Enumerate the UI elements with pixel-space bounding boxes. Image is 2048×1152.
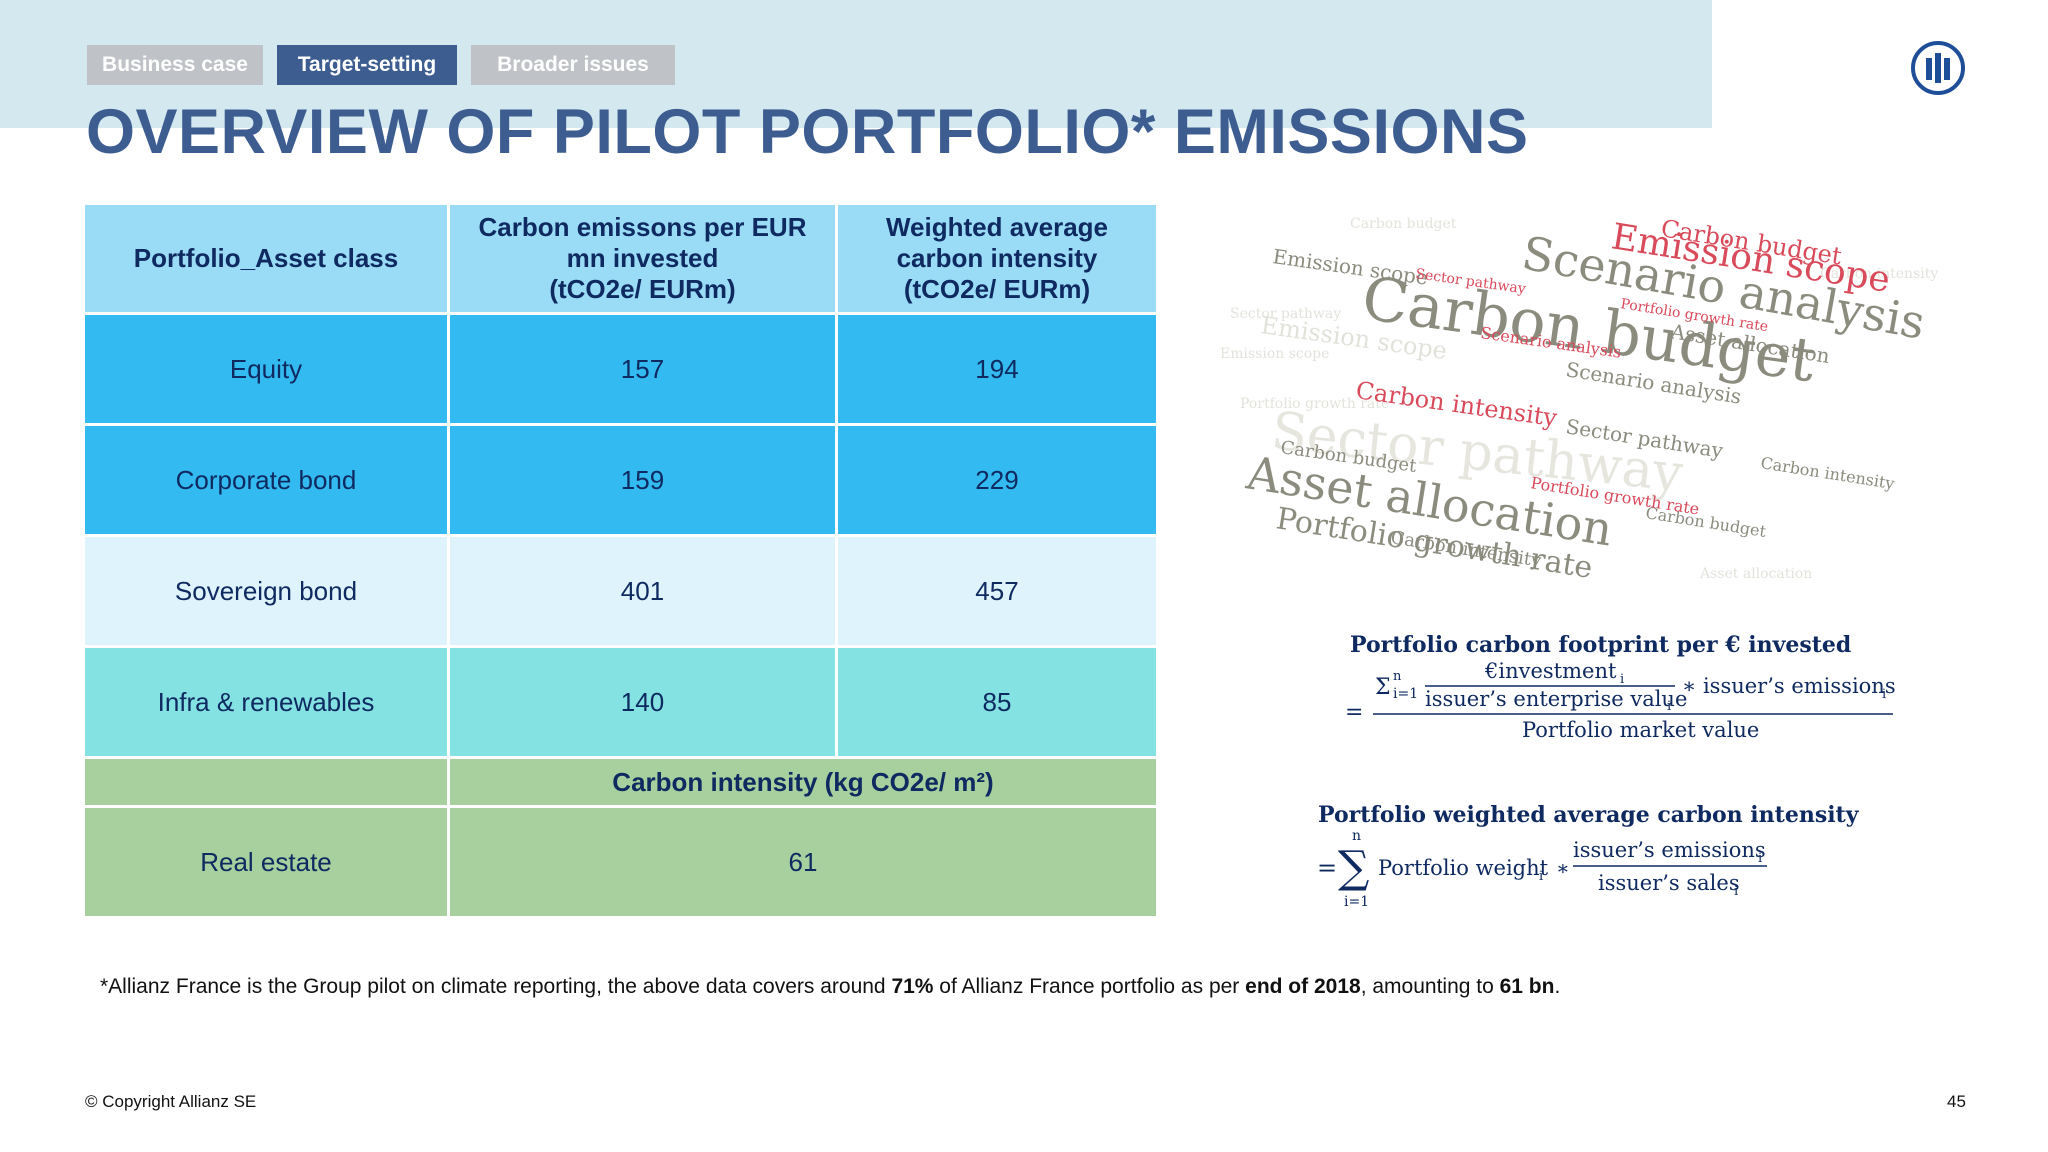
cell-emissions: 159 bbox=[447, 423, 838, 537]
numerator-investment: €investment bbox=[1484, 659, 1617, 683]
equals-sign: = bbox=[1317, 854, 1337, 882]
subscript: i bbox=[1667, 699, 1671, 714]
cell-intensity: 229 bbox=[835, 423, 1159, 537]
cell-real-estate-value: 61 bbox=[447, 805, 1159, 919]
sum-symbol: Σ bbox=[1375, 675, 1391, 700]
footnote-text: . bbox=[1554, 975, 1561, 998]
cell-emissions: 401 bbox=[447, 534, 838, 648]
table-subheader-row: Carbon intensity (kg CO2e/ m²) bbox=[82, 756, 1159, 808]
tab-business-case[interactable]: Business case bbox=[87, 45, 263, 85]
subscript: i bbox=[1882, 687, 1886, 702]
cloud-word: Emission scope bbox=[1220, 346, 1329, 362]
cell-intensity: 457 bbox=[835, 534, 1159, 648]
header-weighted-intensity: Weighted average carbon intensity (tCO2e… bbox=[835, 202, 1159, 315]
page-number: 45 bbox=[1947, 1092, 1966, 1111]
footnote-amount: 61 bn bbox=[1499, 975, 1555, 998]
emissions-table: Portfolio_Asset class Carbon emissons pe… bbox=[82, 202, 1159, 919]
cell-asset-class: Infra & renewables bbox=[82, 645, 450, 759]
table-row: Sovereign bond 401 457 bbox=[82, 534, 1159, 648]
footnote-text: of Allianz France portfolio as per bbox=[933, 975, 1246, 998]
equals-sign: = bbox=[1345, 700, 1363, 725]
cell-intensity: 85 bbox=[835, 645, 1159, 759]
section-tabs: Business case Target-setting Broader iss… bbox=[87, 45, 675, 85]
header-line: mn invested bbox=[566, 243, 719, 273]
sum-upper: n bbox=[1393, 669, 1402, 684]
cell-emissions: 140 bbox=[447, 645, 838, 759]
cell-asset-class: Sovereign bond bbox=[82, 534, 450, 648]
allianz-logo-icon bbox=[1911, 41, 1965, 95]
cloud-word: Sector pathway bbox=[1230, 306, 1341, 322]
copyright: © Copyright Allianz SE bbox=[85, 1092, 257, 1111]
footnote-percent: 71% bbox=[891, 975, 934, 998]
cell-asset-class: Equity bbox=[82, 312, 450, 426]
subscript: i bbox=[1758, 851, 1762, 866]
portfolio-weight: Portfolio weight bbox=[1378, 856, 1549, 880]
formula-footprint-title: Portfolio carbon footprint per € investe… bbox=[1350, 632, 1852, 658]
header-asset-class: Portfolio_Asset class bbox=[82, 202, 450, 315]
header-line: Weighted average bbox=[885, 212, 1109, 242]
header-line: (tCO2e/ EURm) bbox=[903, 274, 1091, 304]
header-line: (tCO2e/ EURm) bbox=[549, 274, 736, 304]
enterprise-value: issuer’s enterprise value bbox=[1425, 687, 1687, 711]
sum-symbol: ∑ bbox=[1338, 842, 1369, 893]
formula-intensity: = n ∑ i=1 Portfolio weight i ∗ issuer’s … bbox=[1317, 828, 1767, 910]
footnote-text: , amounting to bbox=[1360, 975, 1500, 998]
cloud-word: Emission scope bbox=[1271, 244, 1429, 290]
cloud-word: Asset allocation bbox=[1699, 566, 1812, 582]
table-row: Real estate 61 bbox=[82, 805, 1159, 919]
table-header-row: Portfolio_Asset class Carbon emissons pe… bbox=[82, 202, 1159, 315]
page-title: OVERVIEW OF PILOT PORTFOLIO* EMISSIONS bbox=[86, 97, 1529, 167]
subheader-carbon-intensity: Carbon intensity (kg CO2e/ m²) bbox=[447, 756, 1159, 808]
cell-intensity: 194 bbox=[835, 312, 1159, 426]
footnote: *Allianz France is the Group pilot on cl… bbox=[100, 975, 1560, 999]
table-row: Equity 157 194 bbox=[82, 312, 1159, 426]
table-row: Infra & renewables 140 85 bbox=[82, 645, 1159, 759]
formula-footprint: = Σ n i=1 €investment i issuer’s enterpr… bbox=[1345, 659, 1896, 742]
header-line: Carbon emissons per EUR bbox=[478, 212, 807, 242]
footnote-date: end of 2018 bbox=[1245, 975, 1361, 998]
tab-broader-issues[interactable]: Broader issues bbox=[471, 45, 675, 85]
table-row: Corporate bond 159 229 bbox=[82, 423, 1159, 537]
sum-lower: i=1 bbox=[1344, 894, 1369, 910]
cloud-word: Carbon intensity bbox=[1759, 453, 1895, 493]
cell-asset-class: Corporate bond bbox=[82, 423, 450, 537]
sum-lower: i=1 bbox=[1393, 686, 1418, 702]
issuer-sales: issuer’s sales bbox=[1598, 871, 1740, 895]
cloud-word: Portfolio growth rate bbox=[1240, 396, 1389, 412]
header-carbon-emissions: Carbon emissons per EUR mn invested (tCO… bbox=[447, 202, 838, 315]
formula-intensity-title: Portfolio weighted average carbon intens… bbox=[1318, 802, 1859, 828]
subscript: i bbox=[1734, 884, 1738, 899]
cloud-word: Carbon budget bbox=[1350, 216, 1457, 232]
subscript: i bbox=[1620, 672, 1624, 687]
sum-upper: n bbox=[1352, 828, 1361, 844]
word-cloud: Sector pathway Emission scope Carbon bud… bbox=[1200, 198, 2000, 616]
header-line: carbon intensity bbox=[896, 243, 1098, 273]
cell-emissions: 157 bbox=[447, 312, 838, 426]
tab-target-setting[interactable]: Target-setting bbox=[277, 45, 457, 85]
issuer-emissions: issuer’s emissions bbox=[1573, 838, 1766, 862]
issuer-emissions: ∗ issuer’s emissions bbox=[1682, 674, 1896, 698]
cell-empty bbox=[82, 756, 450, 808]
subscript: i bbox=[1539, 869, 1543, 884]
cell-asset-class: Real estate bbox=[82, 805, 450, 919]
footnote-text: *Allianz France is the Group pilot on cl… bbox=[100, 975, 892, 998]
portfolio-market-value: Portfolio market value bbox=[1522, 718, 1759, 742]
cloud-word: Carbon intensity bbox=[1820, 266, 1938, 282]
times-sign: ∗ bbox=[1556, 856, 1570, 880]
